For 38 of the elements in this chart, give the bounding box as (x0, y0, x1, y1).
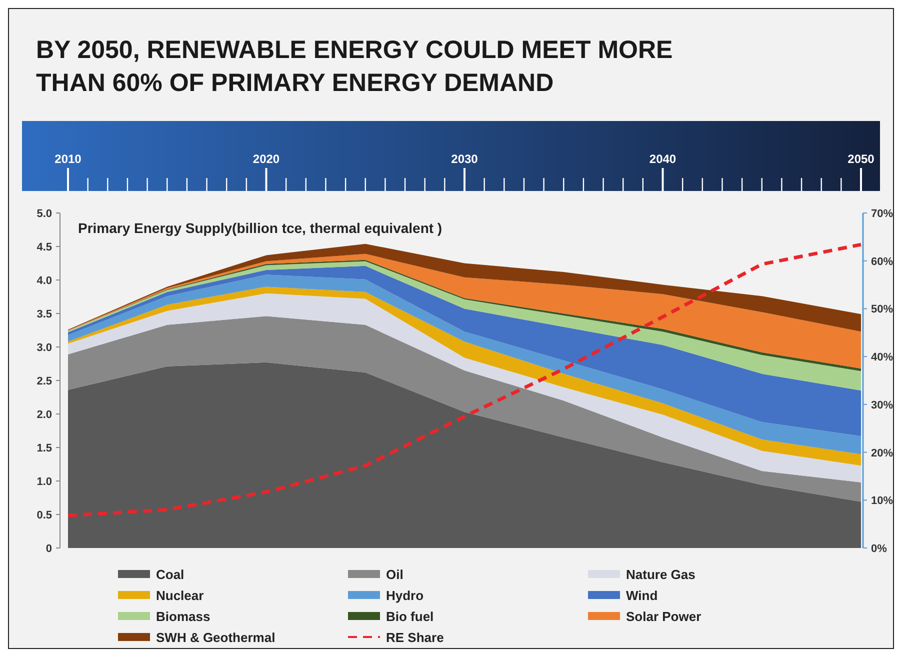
legend-label: Nuclear (156, 588, 204, 603)
legend-label: Solar Power (626, 609, 702, 624)
y-tick-label: 5.0 (36, 208, 52, 220)
legend-label: Hydro (386, 588, 424, 603)
line-series (66, 242, 863, 518)
y-tick-label: 3.0 (36, 342, 52, 354)
x-tick-label: 2010 (54, 152, 82, 166)
y2-tick-label: 50% (871, 304, 894, 316)
y2-tick-label: 70% (871, 208, 894, 220)
legend-label: Wind (626, 588, 658, 603)
y-tick-label: 3.5 (36, 308, 52, 320)
y-tick-label: 4.0 (36, 275, 52, 287)
y2-tick-label: 20% (871, 447, 894, 460)
legend-label: Oil (386, 567, 404, 582)
x-tick-label: 2050 (848, 152, 875, 166)
y-tick-label: 1.5 (36, 442, 52, 454)
chart-title: BY 2050, RENEWABLE ENERGY COULD MEET MORE THAN 60% OF PRIMARY ENERGY DEMAND (36, 36, 673, 97)
y-axis-title: Primary Energy Supply(billion tce, thermal equivalent ) (78, 220, 442, 236)
y-tick-label: 1.0 (36, 476, 52, 488)
y2-tick-label: 0% (871, 543, 888, 555)
y2-tick-label: 30% (871, 399, 894, 412)
x-tick-label: 2030 (451, 152, 478, 166)
y-tick-label: 0.5 (36, 510, 52, 522)
y2-tick-label: 10% (871, 495, 894, 508)
legend-label: Nature Gas (626, 567, 696, 582)
y-tick-label: 2.0 (36, 409, 52, 421)
y-tick-label: 4.5 (36, 242, 52, 254)
y2-tick-label: 60% (871, 256, 894, 268)
legend-label: RE Share (386, 630, 444, 645)
legend-label: Biomass (156, 609, 210, 624)
y-tick-label: 0 (46, 543, 52, 555)
x-tick-label: 2020 (252, 152, 280, 166)
legend-label: Coal (156, 567, 184, 582)
legend-label: SWH & Geothermal (156, 630, 276, 645)
x-tick-label: 2040 (649, 152, 676, 166)
y-tick-label: 2.5 (36, 376, 52, 388)
y2-tick-label: 40% (871, 352, 894, 364)
legend-label: Bio fuel (386, 609, 434, 624)
